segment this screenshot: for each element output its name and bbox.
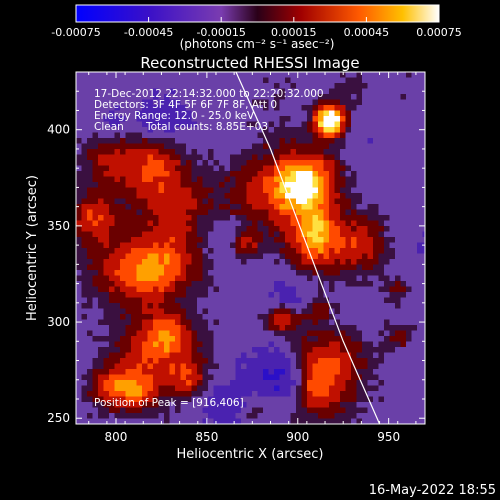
x-tick-label: 800 — [105, 430, 128, 444]
footer-timestamp: 16-May-2022 18:55 — [369, 483, 496, 498]
y-axis-title: Heliocentric Y (arcsec) — [25, 175, 40, 321]
clean-label: Clean — [94, 121, 124, 133]
x-tick-label: 900 — [286, 430, 309, 444]
plot-frame — [75, 71, 426, 425]
y-tick-label: 350 — [47, 219, 70, 233]
colorbar-tick-label: -0.00045 — [124, 26, 173, 39]
x-tick-label: 850 — [195, 430, 218, 444]
x-axis-title: Heliocentric X (arcsec) — [177, 447, 324, 462]
colorbar-tick-label: -0.00075 — [51, 26, 100, 39]
energy-range-label: Energy Range: 12.0 - 25.0 keV — [94, 110, 255, 122]
colorbar-tick-label: 0.00015 — [271, 26, 317, 39]
y-tick-label: 250 — [47, 411, 70, 425]
y-tick-label: 400 — [47, 123, 70, 137]
detectors-label: Detectors: 3F 4F 5F 6F 7F 8F, Att 0 — [94, 99, 277, 111]
time-range-label: 17-Dec-2012 22:14:32.000 to 22:20:32.000 — [94, 88, 324, 100]
axis-ticks: 800 850 900 950 250 300 350 400 — [47, 71, 425, 444]
total-counts-label: Total counts: 8.85E+03 — [145, 121, 268, 133]
solar-limb-curve — [235, 72, 381, 424]
colorbar-tick-label: 0.00075 — [416, 26, 462, 39]
colorbar-tick-label: 0.00045 — [344, 26, 390, 39]
colorbar-tick-label: -0.00015 — [196, 26, 245, 39]
heatmap-image — [76, 72, 425, 424]
colorbar-unit-label: (photons cm⁻² s⁻¹ asec⁻²) — [180, 37, 335, 51]
x-tick-label: 950 — [377, 430, 400, 444]
colorbar — [76, 5, 439, 22]
peak-position-label: Position of Peak = [916,406] — [94, 397, 244, 409]
colorbar-ticks: -0.00075 -0.00045 -0.00015 0.00015 0.00045 0.… — [51, 17, 462, 39]
y-tick-label: 300 — [47, 315, 70, 329]
chart-title: Reconstructed RHESSI Image — [140, 54, 359, 72]
